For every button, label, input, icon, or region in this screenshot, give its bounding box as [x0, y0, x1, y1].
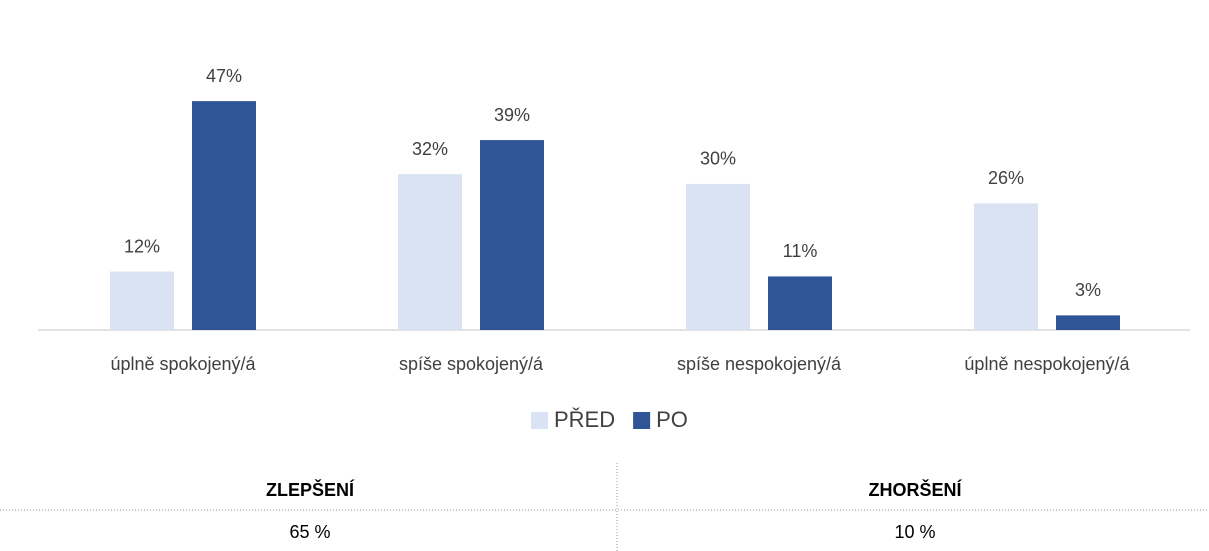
bar: [398, 174, 462, 330]
x-tick-label: úplně nespokojený/á: [964, 354, 1130, 374]
data-label: 30%: [700, 149, 736, 169]
bar: [768, 276, 832, 330]
data-label: 47%: [206, 66, 242, 86]
legend-label: PŘED: [554, 407, 615, 432]
x-tick-label: spíše nespokojený/á: [677, 354, 842, 374]
table-cell: 65 %: [289, 522, 330, 542]
data-label: 11%: [783, 241, 818, 261]
legend-label: PO: [656, 407, 688, 432]
data-label: 39%: [494, 105, 530, 125]
table-header: ZHORŠENÍ: [868, 479, 962, 500]
data-label: 26%: [988, 168, 1024, 188]
bar: [974, 203, 1038, 330]
table-cell: 10 %: [894, 522, 935, 542]
x-tick-label: spíše spokojený/á: [399, 354, 544, 374]
x-tick-label: úplně spokojený/á: [110, 354, 256, 374]
bar: [192, 101, 256, 330]
legend-swatch: [633, 412, 651, 429]
legend-swatch: [531, 412, 548, 429]
data-label: 32%: [412, 139, 448, 159]
data-label: 3%: [1075, 280, 1101, 300]
data-label: 12%: [124, 236, 160, 256]
bar: [1056, 315, 1120, 330]
table-header: ZLEPŠENÍ: [266, 479, 355, 500]
bar: [480, 140, 544, 330]
bar: [686, 183, 750, 330]
bar: [110, 271, 174, 330]
